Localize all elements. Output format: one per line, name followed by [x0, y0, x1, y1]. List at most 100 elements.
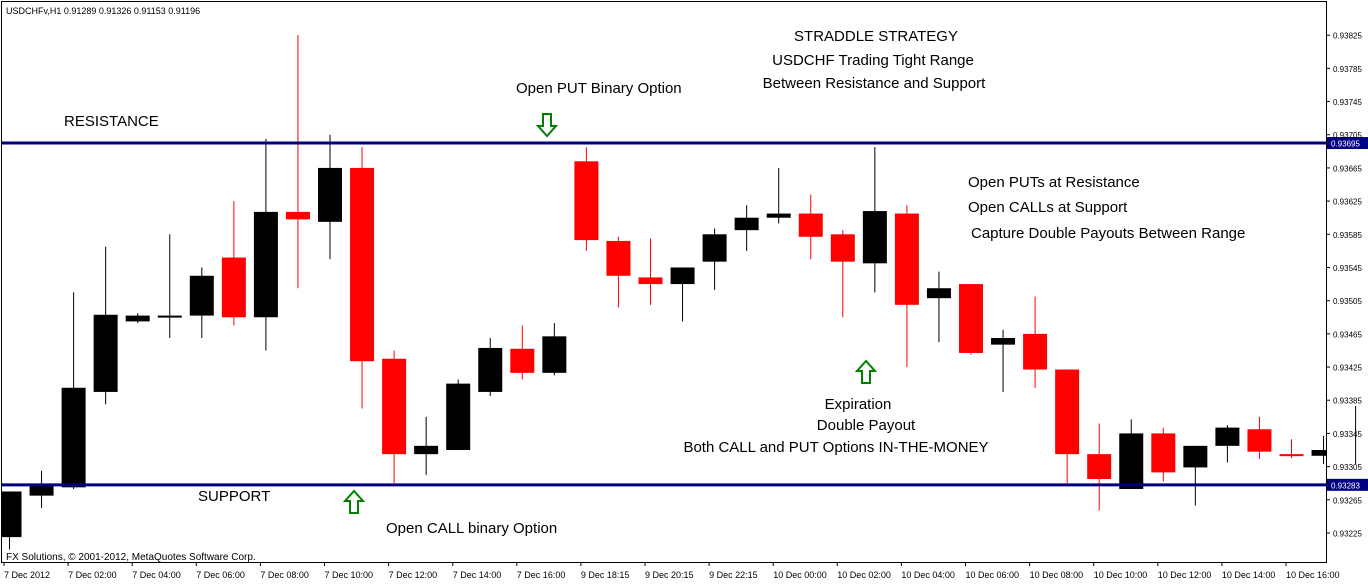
x-tick-label: 9 Dec 18:15	[581, 570, 630, 580]
x-tick-label: 10 Dec 14:00	[1222, 570, 1276, 580]
level-price-tag	[1327, 137, 1368, 150]
candle-body	[478, 347, 503, 392]
candle-body	[606, 240, 631, 276]
x-axis: 7 Dec 2012 7 Dec 02:00 7 Dec 04:00 7 Dec 06…	[3, 562, 1340, 580]
candle-body	[285, 211, 310, 220]
candle-body	[670, 267, 695, 285]
candle-body	[926, 288, 951, 299]
copyright-notice: FX Solutions, © 2001-2012, MetaQuotes So…	[6, 552, 256, 563]
y-tick-label: 0.93345	[1333, 430, 1362, 439]
candle-body	[798, 213, 823, 237]
candle-body	[766, 213, 791, 218]
y-tick-label: 0.93505	[1333, 297, 1362, 306]
chart-title-line-2: USDCHF Trading Tight Range	[772, 52, 974, 69]
y-axis: 0.93825 0.93785 0.93745 0.93705 0.93665 0.936…	[1326, 32, 1362, 538]
y-tick-label: 0.93665	[1333, 164, 1362, 173]
candle-body	[93, 314, 118, 392]
candle-body	[1151, 433, 1176, 473]
candle-body	[894, 213, 919, 305]
call-option-label: Open CALL binary Option	[386, 520, 557, 537]
resistance-label: RESISTANCE	[64, 113, 159, 130]
candle-body	[318, 167, 342, 222]
x-tick-label: 7 Dec 04:00	[132, 570, 181, 580]
y-tick-label: 0.93585	[1333, 231, 1362, 240]
support-label: SUPPORT	[198, 488, 270, 505]
level-price-tag	[1327, 478, 1368, 491]
y-tick-label: 0.93625	[1333, 198, 1362, 207]
candle-body	[1215, 427, 1240, 446]
x-tick-label: 10 Dec 16:00	[1286, 570, 1340, 580]
x-tick-label: 7 Dec 12:00	[389, 570, 438, 580]
candles-layer	[2, 35, 1357, 550]
candle-body	[862, 211, 887, 264]
candle-body	[1119, 433, 1144, 489]
symbol-info: USDCHFv,H1 0.91289 0.91326 0.91153 0.911…	[6, 6, 200, 16]
candle-body	[1247, 429, 1272, 452]
chart-title-line-1: STRADDLE STRATEGY	[794, 28, 958, 45]
x-tick-label: 7 Dec 06:00	[196, 570, 245, 580]
x-tick-label: 10 Dec 04:00	[901, 570, 955, 580]
up-arrow-icon	[342, 489, 366, 514]
plot-frame	[1, 1, 1327, 563]
x-tick-label: 7 Dec 16:00	[517, 570, 566, 580]
candle-body	[830, 234, 855, 262]
candle-body	[734, 217, 759, 231]
candle-body	[253, 211, 278, 318]
down-arrow-icon	[535, 113, 559, 138]
candle-body	[350, 167, 375, 362]
y-tick-label: 0.93545	[1333, 264, 1362, 273]
in-the-money-label: Both CALL and PUT Options IN-THE-MONEY	[683, 439, 988, 456]
candle-body	[446, 383, 471, 450]
level-price-value: 0.93695	[1331, 140, 1360, 149]
x-tick-label: 10 Dec 06:00	[966, 570, 1020, 580]
candle-body	[702, 234, 727, 262]
strategy-note-calls: Open CALLs at Support	[968, 199, 1128, 216]
candle-body	[959, 284, 983, 353]
y-tick-label: 0.93305	[1333, 463, 1362, 472]
y-tick-label: 0.93425	[1333, 364, 1362, 373]
x-tick-label: 7 Dec 14:00	[453, 570, 502, 580]
x-tick-label: 10 Dec 00:00	[773, 570, 827, 580]
candle-body	[542, 336, 567, 373]
put-option-label: Open PUT Binary Option	[516, 80, 682, 97]
candle-body	[1183, 445, 1208, 468]
candle-body	[61, 387, 86, 488]
y-tick-label: 0.93225	[1333, 529, 1362, 538]
x-tick-label: 9 Dec 20:15	[645, 570, 694, 580]
candle-body	[510, 348, 535, 373]
candle-body	[1279, 454, 1304, 457]
y-tick-label: 0.93825	[1333, 32, 1362, 41]
x-tick-label: 10 Dec 02:00	[837, 570, 891, 580]
candle-body	[414, 445, 439, 455]
candle-body	[1023, 333, 1048, 370]
up-arrow-icon	[854, 359, 878, 384]
level-price-value: 0.93283	[1331, 481, 1360, 490]
y-tick-label: 0.93745	[1333, 98, 1362, 107]
candle-body	[991, 338, 1016, 345]
expiration-label: Expiration	[825, 396, 892, 413]
candle-body	[1055, 369, 1080, 455]
candle-body	[1311, 450, 1326, 456]
levels-layer: 0.93695 0.93283	[2, 137, 1368, 491]
chart-title-line-3: Between Resistance and Support	[763, 75, 986, 92]
x-tick-label: 7 Dec 2012	[4, 570, 50, 580]
x-tick-label: 10 Dec 10:00	[1094, 570, 1148, 580]
candle-body	[638, 277, 663, 285]
y-tick-label: 0.93465	[1333, 330, 1362, 339]
arrows-layer	[342, 113, 878, 514]
x-tick-label: 7 Dec 10:00	[325, 570, 374, 580]
y-tick-label: 0.93385	[1333, 397, 1362, 406]
candle-body	[1087, 454, 1112, 480]
x-tick-label: 7 Dec 08:00	[260, 570, 309, 580]
y-tick-label: 0.93705	[1333, 131, 1362, 140]
candle-body	[382, 358, 407, 455]
strategy-note-payouts: Capture Double Payouts Between Range	[971, 225, 1245, 242]
x-tick-label: 10 Dec 08:00	[1030, 570, 1084, 580]
x-tick-label: 9 Dec 22:15	[709, 570, 758, 580]
candle-body	[221, 257, 246, 318]
candle-body	[189, 275, 214, 316]
candle-body	[125, 315, 150, 322]
x-tick-label: 10 Dec 12:00	[1158, 570, 1212, 580]
